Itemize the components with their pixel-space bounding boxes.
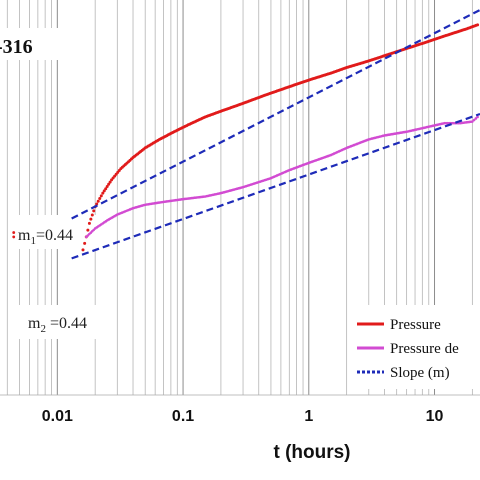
- m1-main: m: [18, 227, 31, 244]
- x-tick-label: 0.01: [42, 408, 73, 425]
- chart-title: -316: [0, 36, 33, 58]
- x-tick-label: 10: [426, 408, 444, 425]
- slope-line: [71, 112, 480, 260]
- data-point: [472, 118, 476, 122]
- data-point: [474, 117, 478, 120]
- data-point: [99, 194, 103, 198]
- data-point: [102, 189, 106, 193]
- data-point: [476, 115, 479, 119]
- data-point: [98, 197, 102, 201]
- legend-label: Pressure: [390, 317, 441, 333]
- data-point: [12, 235, 16, 239]
- data-point: [101, 191, 105, 195]
- data-point: [471, 120, 474, 123]
- series-1: [84, 115, 479, 239]
- data-point: [108, 180, 112, 184]
- data-point: [104, 187, 108, 191]
- data-point: [107, 182, 111, 186]
- m2-annotation: m2 =0.44: [28, 315, 87, 335]
- data-point: [92, 209, 96, 213]
- m2-subscript: 2: [40, 323, 46, 335]
- legend-label: Pressure de: [390, 341, 459, 357]
- m2-value: =0.44: [46, 315, 87, 332]
- data-point: [87, 221, 91, 225]
- legend-label: Slope (m): [390, 365, 450, 381]
- m2-annotation-box: [18, 305, 110, 339]
- x-tick-labels: 0.01 0.1 1 10: [42, 408, 444, 425]
- series-2: [71, 8, 480, 260]
- series-0: [12, 23, 480, 252]
- data-point: [95, 202, 99, 206]
- data-series: [12, 8, 480, 260]
- slope-annotations: m1=0.44 m2 =0.44: [8, 215, 110, 339]
- data-point: [105, 184, 109, 188]
- data-point: [83, 241, 87, 245]
- data-point: [89, 217, 93, 221]
- m1-value: =0.44: [36, 227, 73, 244]
- legend: Pressure Pressure de Slope (m): [350, 305, 480, 389]
- data-point: [86, 228, 90, 232]
- data-point: [96, 199, 100, 203]
- x-tick-label: 0.1: [172, 408, 194, 425]
- data-point: [81, 248, 85, 252]
- m2-main: m: [28, 315, 41, 332]
- title-background: [0, 28, 62, 60]
- m1-annotation: m1=0.44: [18, 227, 73, 247]
- data-point: [90, 213, 94, 217]
- data-point: [12, 231, 16, 234]
- x-tick-label: 1: [304, 408, 313, 425]
- x-axis-label: t (hours): [273, 442, 350, 463]
- data-point: [476, 23, 480, 27]
- m1-subscript: 1: [30, 235, 36, 247]
